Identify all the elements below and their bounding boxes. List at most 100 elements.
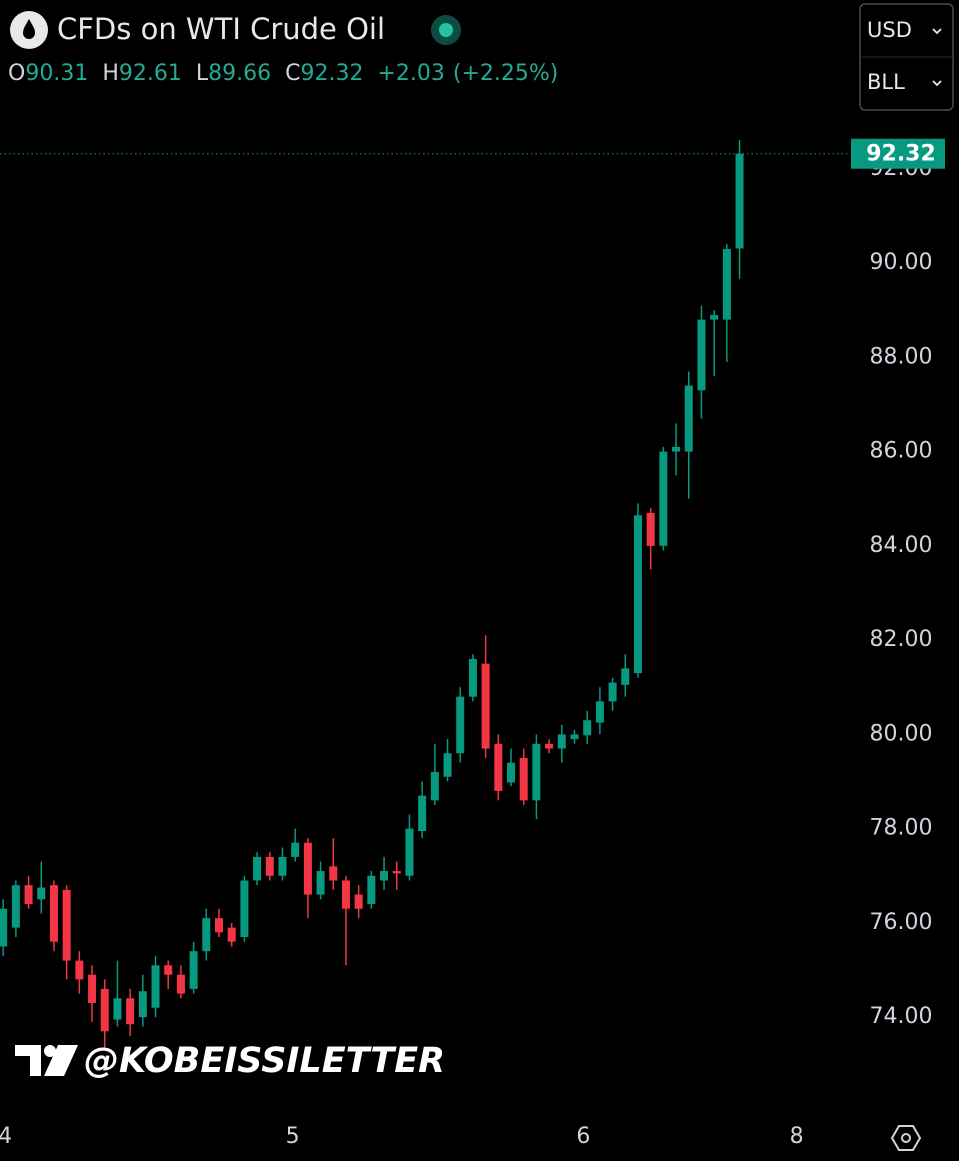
tv-logo: [15, 1045, 78, 1076]
settings-icon[interactable]: [890, 1125, 922, 1151]
legend-key: O: [8, 61, 25, 86]
legend-change: +2.03: [377, 61, 444, 86]
x-tick-label: 6: [576, 1124, 590, 1149]
y-tick-label: 74.00: [870, 1004, 933, 1029]
candle-body: [88, 974, 97, 1004]
y-tick-label: 82.00: [870, 627, 933, 652]
legend-key: C: [285, 61, 300, 86]
last-price-tag: [851, 138, 945, 169]
candle-body: [62, 889, 71, 961]
y-tick-label: 86.00: [870, 439, 933, 464]
logo-part: [44, 1045, 56, 1057]
candle-body: [253, 856, 262, 881]
candle-body: [735, 153, 744, 249]
candle-body: [11, 885, 20, 928]
y-tick-label: 90.00: [870, 250, 933, 275]
candle-body: [215, 918, 224, 933]
legend-value: 90.31: [25, 61, 88, 86]
currency-selector[interactable]: USD: [867, 18, 912, 42]
candle-body: [303, 842, 312, 895]
candle-body: [519, 757, 528, 801]
candle-body: [507, 762, 516, 783]
candle-body: [710, 314, 719, 320]
candle-body: [75, 960, 84, 980]
candle-body: [0, 908, 8, 947]
candle-body: [329, 866, 338, 881]
candle-body: [570, 734, 579, 740]
ohlc-legend: O90.31 H92.61 L89.66 C92.32 +2.03 (+2.25%): [8, 61, 558, 86]
candle-body: [380, 871, 389, 881]
candle-body: [545, 743, 554, 749]
x-tick-label: 5: [286, 1124, 300, 1149]
legend-key: L: [196, 61, 209, 86]
legend-value: 92.32: [300, 61, 363, 86]
candle-body: [278, 856, 287, 876]
candle-body: [354, 894, 363, 909]
status-dot: [439, 23, 453, 37]
candle-body: [456, 696, 465, 754]
chart-title: CFDs on WTI Crude Oil: [57, 12, 385, 46]
unit-selector[interactable]: BLL: [867, 70, 905, 94]
candle-body: [113, 998, 122, 1020]
candle-body: [100, 988, 109, 1032]
settings-center: [901, 1133, 911, 1143]
candle-body: [532, 743, 541, 801]
legend-value: 89.66: [208, 61, 271, 86]
candle-body: [341, 880, 350, 909]
candle-body: [494, 743, 503, 791]
candle-body: [164, 965, 173, 975]
candle-body: [265, 856, 274, 876]
candle-body: [176, 974, 185, 994]
candle-body: [697, 319, 706, 391]
chevron: [932, 28, 942, 35]
candle-body: [430, 772, 439, 801]
candle-body: [367, 875, 376, 905]
candle-body: [684, 385, 693, 452]
logo-part: [44, 1045, 78, 1076]
candle-body: [672, 446, 681, 452]
candle-body: [291, 842, 300, 857]
x-tick-label: 8: [790, 1124, 804, 1149]
y-tick-label: 88.00: [870, 344, 933, 369]
logo-part: [15, 1045, 41, 1076]
candle-body: [151, 965, 160, 1008]
candle-body: [202, 918, 211, 952]
candle-body: [659, 451, 668, 546]
legend-change-percent: (+2.25%): [453, 61, 559, 86]
candle-body: [405, 828, 414, 876]
candle-body: [37, 887, 46, 900]
candle-body: [418, 795, 427, 831]
plot-area: 74.00 76.00 78.00 80.00 82.00 84.00 86.00 88.00…: [0, 138, 945, 1149]
x-tick-label: 4: [0, 1124, 12, 1149]
candle-body: [468, 658, 477, 697]
last-price-label: 92.32: [866, 142, 936, 167]
candle-body: [49, 885, 58, 942]
legend-value: 92.61: [119, 61, 182, 86]
candle-body: [621, 668, 630, 685]
candle-body: [608, 682, 617, 702]
candle-body: [722, 248, 731, 320]
candle-body: [595, 701, 604, 723]
chevron: [932, 80, 942, 87]
y-tick-label: 80.00: [870, 721, 933, 746]
watermark: @KOBEISSILETTER: [84, 1041, 445, 1081]
candle-body: [392, 871, 401, 874]
y-tick-label: 76.00: [870, 910, 933, 935]
candle-body: [583, 720, 592, 736]
candle-body: [138, 991, 147, 1018]
candle-body: [24, 885, 33, 905]
candle-body: [443, 753, 452, 777]
candle-body: [316, 871, 325, 895]
candle-body: [646, 512, 655, 546]
candle-body: [227, 927, 236, 942]
y-tick-label: 84.00: [870, 533, 933, 558]
drop-icon: [23, 19, 35, 39]
settings-hex: [890, 1125, 922, 1151]
candle-body: [126, 998, 135, 1025]
candle-body: [633, 515, 642, 674]
y-tick-label: 78.00: [870, 816, 933, 841]
candle-body: [557, 734, 566, 749]
